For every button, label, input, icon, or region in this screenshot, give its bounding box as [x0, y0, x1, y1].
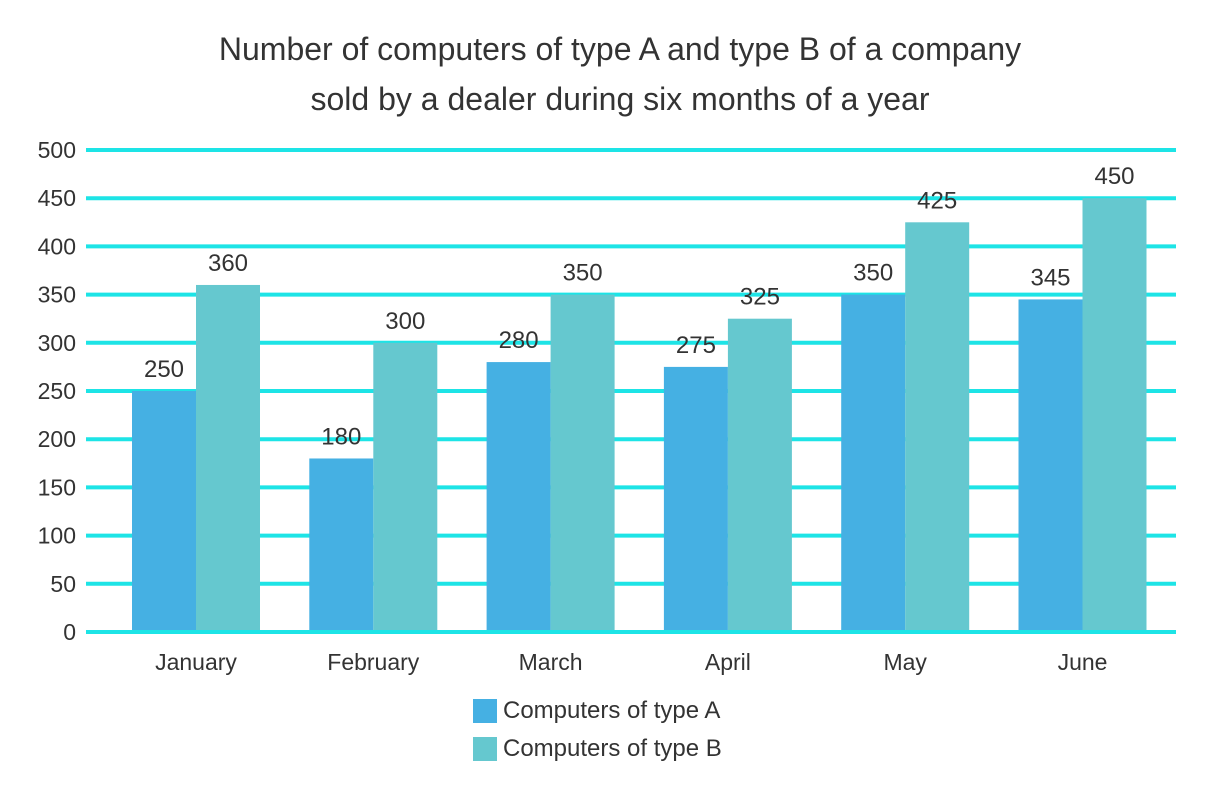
data-label: 350	[853, 260, 893, 287]
data-label: 425	[917, 187, 957, 214]
legend-label-type-b: Computers of type B	[503, 735, 722, 762]
chart-title-line-2: sold by a dealer during six months of a …	[310, 81, 930, 117]
y-tick-label: 450	[38, 185, 76, 211]
y-tick-label: 50	[50, 571, 76, 597]
data-labels: 250 360 180 300 280 350 275 325 350 425 345 450	[144, 163, 1135, 450]
gridlines	[86, 148, 1176, 634]
x-axis-ticks: January February March April May June	[86, 630, 1176, 675]
data-label: 450	[1094, 163, 1134, 190]
legend-swatch-type-a	[473, 699, 497, 723]
x-tick-label: January	[155, 649, 237, 675]
bar-may-type-a[interactable]	[841, 294, 906, 632]
bar-february-type-b[interactable]	[373, 342, 438, 632]
bar-january-type-a[interactable]	[132, 391, 196, 632]
data-label: 250	[144, 356, 184, 383]
bar-january-type-b[interactable]	[196, 284, 260, 632]
chart-title-line-1: Number of computers of type A and type B…	[218, 31, 1022, 67]
legend: Computers of type A Computers of type B	[473, 692, 722, 768]
bar-april-type-b[interactable]	[727, 318, 792, 632]
x-tick-label: May	[883, 649, 927, 675]
bar-march-type-b[interactable]	[550, 294, 615, 632]
y-tick-label: 500	[38, 137, 76, 163]
data-label: 350	[563, 260, 603, 287]
x-tick-label: March	[519, 649, 583, 675]
data-label: 325	[740, 284, 780, 311]
data-label: 360	[208, 250, 248, 277]
data-label: 280	[499, 327, 539, 354]
y-tick-label: 350	[38, 282, 76, 308]
legend-swatch-type-b	[473, 737, 497, 761]
bar-june-type-a[interactable]	[1018, 299, 1083, 632]
bar-june-type-b[interactable]	[1082, 198, 1147, 632]
legend-item-type-a[interactable]: Computers of type A	[473, 692, 722, 730]
data-label: 180	[321, 423, 361, 450]
y-tick-label: 300	[38, 330, 76, 356]
y-tick-label: 250	[38, 378, 76, 404]
bar-april-type-a[interactable]	[663, 366, 728, 632]
bar-february-type-a[interactable]	[309, 458, 374, 632]
legend-label-type-a: Computers of type A	[503, 697, 721, 724]
y-axis-ticks: 0 50 100 150 200 250 300 350 400 450 500	[38, 137, 76, 645]
y-tick-label: 400	[38, 233, 76, 259]
bar-may-type-b[interactable]	[905, 222, 970, 633]
chart-title: Number of computers of type A and type B…	[0, 24, 1206, 124]
y-tick-label: 100	[38, 523, 76, 549]
x-tick-label: February	[327, 649, 420, 675]
bar-march-type-a[interactable]	[486, 362, 551, 632]
x-tick-label: April	[705, 649, 751, 675]
data-label: 300	[385, 308, 425, 335]
y-tick-label: 200	[38, 426, 76, 452]
data-label: 275	[676, 332, 716, 359]
bars	[132, 198, 1147, 633]
x-tick-label: June	[1058, 649, 1108, 675]
data-label: 345	[1030, 264, 1070, 291]
legend-item-type-b[interactable]: Computers of type B	[473, 730, 722, 768]
y-tick-label: 150	[38, 474, 76, 500]
y-tick-label: 0	[63, 619, 76, 645]
